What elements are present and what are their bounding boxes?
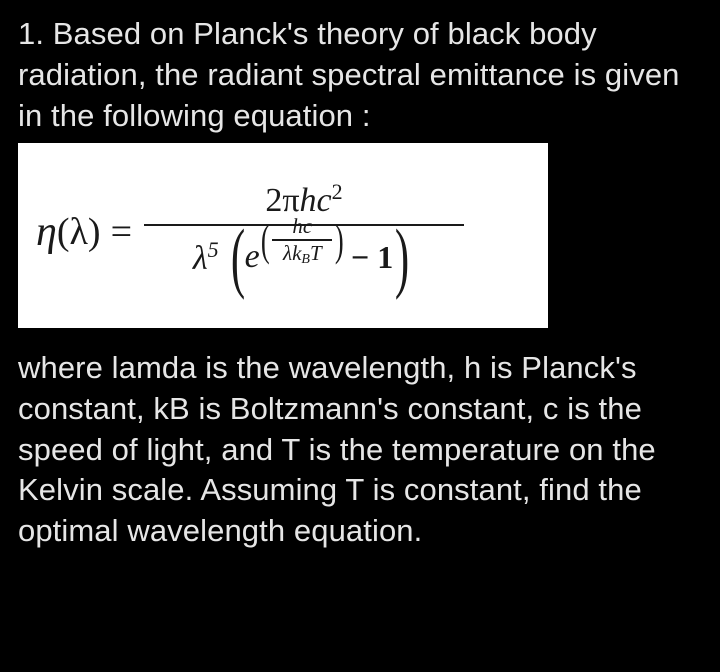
eta-argument: (λ) xyxy=(57,210,101,254)
num-c-squared: 2 xyxy=(332,179,343,204)
exp-paren-right: ) xyxy=(335,226,344,257)
inner-k: k xyxy=(292,241,301,265)
big-paren-left: ( xyxy=(230,230,244,285)
question-intro: 1. Based on Planck's theory of black bod… xyxy=(18,14,702,137)
main-fraction: 2πhc2 λ5 ( e ( hc λkBT ) − 1 ) xyxy=(144,179,464,285)
minus-one: − 1 xyxy=(351,239,393,276)
inner-T: T xyxy=(310,241,322,265)
inner-denominator: λkBT xyxy=(283,241,322,268)
inner-numerator: hc xyxy=(292,214,312,239)
exponent-fraction: hc λkBT xyxy=(272,214,332,268)
den-lambda-exp: 5 xyxy=(208,237,219,262)
exponent: ( hc λkBT ) xyxy=(258,214,347,268)
symbol-eta: η xyxy=(36,208,57,256)
equals-sign: = xyxy=(111,210,132,254)
question-followup: where lamda is the wavelength, h is Plan… xyxy=(18,348,702,553)
denominator: λ5 ( e ( hc λkBT ) − 1 ) xyxy=(193,228,415,285)
exp-paren-left: ( xyxy=(261,226,270,257)
planck-equation: η(λ) = 2πhc2 λ5 ( e ( hc λkBT ) xyxy=(18,143,548,328)
big-paren-right: ) xyxy=(395,230,409,285)
lambda-5: λ5 xyxy=(193,237,219,278)
den-lambda: λ xyxy=(193,240,208,277)
